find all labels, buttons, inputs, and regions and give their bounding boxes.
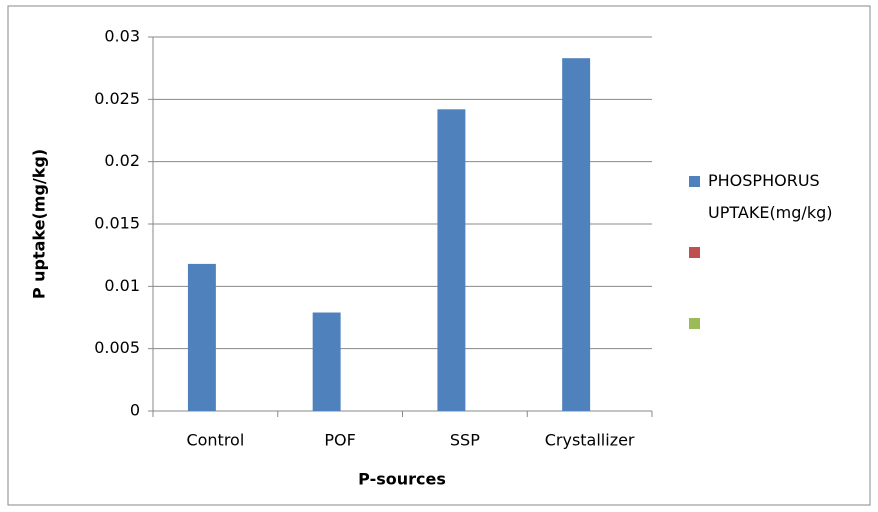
legend-label: PHOSPHORUS UPTAKE(mg/kg) xyxy=(708,171,833,222)
legend-swatch xyxy=(689,247,700,258)
x-tick-label: POF xyxy=(324,431,355,450)
y-axis-title: P uptake(mg/kg) xyxy=(30,149,49,299)
bar xyxy=(562,58,591,412)
y-tick-label: 0.015 xyxy=(94,214,140,233)
y-tick-label: 0.025 xyxy=(94,89,140,108)
x-axis-title: P-sources xyxy=(358,470,446,489)
legend-swatch xyxy=(689,176,700,187)
bar xyxy=(437,109,466,411)
x-tick-label: Control xyxy=(186,431,244,450)
x-tick-label: SSP xyxy=(450,431,480,450)
y-tick-label: 0.03 xyxy=(104,27,140,46)
y-tick-label: 0 xyxy=(130,401,140,420)
y-tick-label: 0.01 xyxy=(104,276,140,295)
y-tick-label: 0.005 xyxy=(94,338,140,357)
x-tick-label: Crystallizer xyxy=(545,431,635,450)
bar xyxy=(312,312,341,411)
legend-swatch xyxy=(689,318,700,329)
y-tick-label: 0.02 xyxy=(104,151,140,170)
bar xyxy=(187,263,216,411)
